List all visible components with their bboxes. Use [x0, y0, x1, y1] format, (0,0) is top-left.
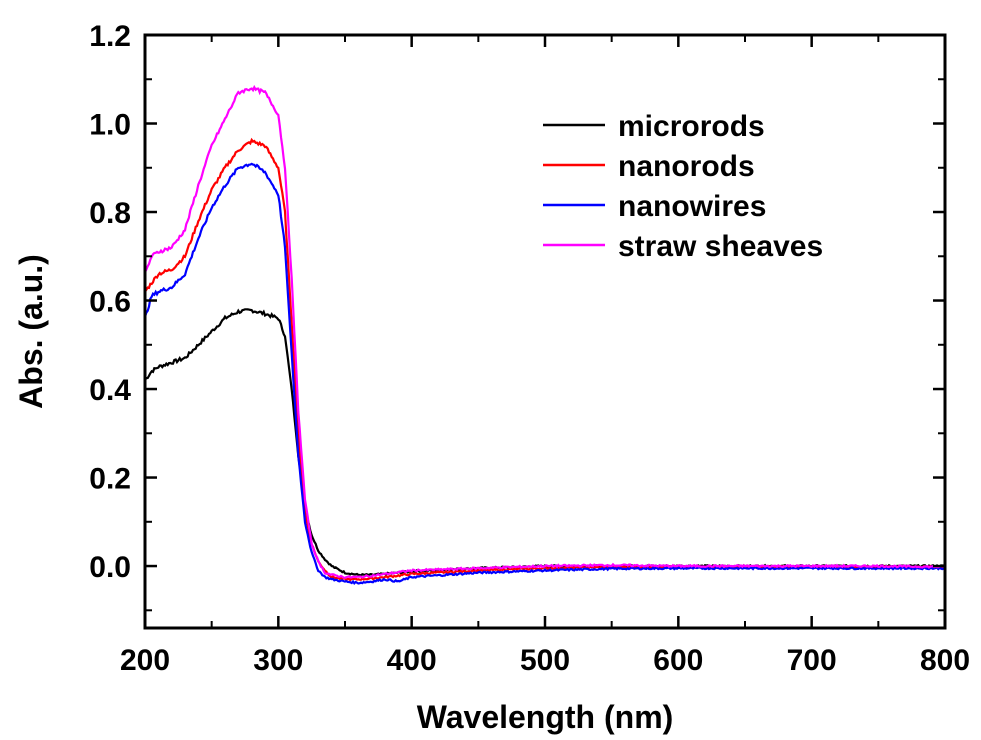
x-tick-label: 800: [920, 644, 970, 677]
y-tick-label: 1.2: [89, 20, 131, 53]
x-tick-label: 600: [653, 644, 703, 677]
series-line-straw-sheaves: [144, 84, 946, 579]
legend-label: microrods: [618, 110, 765, 143]
x-tick-label: 300: [253, 644, 303, 677]
y-tick-label: 0.6: [89, 286, 131, 319]
y-tick-label: 0.0: [89, 551, 131, 584]
x-tick-label: 700: [787, 644, 837, 677]
x-tick-label: 200: [120, 644, 170, 677]
y-tick-label: 0.8: [89, 197, 131, 230]
legend-label: nanowires: [618, 190, 766, 223]
x-tick-label: 500: [520, 644, 570, 677]
series-line-nanowires: [143, 162, 946, 585]
series-line-microrods: [144, 308, 946, 577]
x-tick-label: 400: [387, 644, 437, 677]
y-tick-label: 0.2: [89, 463, 131, 496]
series-lines: [143, 84, 946, 585]
axis-ticks: [143, 33, 947, 628]
y-tick-label: 0.4: [89, 374, 131, 407]
legend: microrods nanorods nanowires straw sheaves: [543, 110, 823, 263]
legend-label: straw sheaves: [618, 230, 823, 263]
legend-label: nanorods: [618, 150, 755, 183]
x-axis-title: Wavelength (nm): [417, 699, 674, 735]
y-tick-label: 1.0: [89, 109, 131, 142]
tick-labels: 200 300 400 500 600 700 800 0.0 0.2 0.4 0.6 0.8 1.0 1…: [89, 20, 970, 677]
y-axis-title: Abs. (a.u.): [13, 254, 49, 409]
